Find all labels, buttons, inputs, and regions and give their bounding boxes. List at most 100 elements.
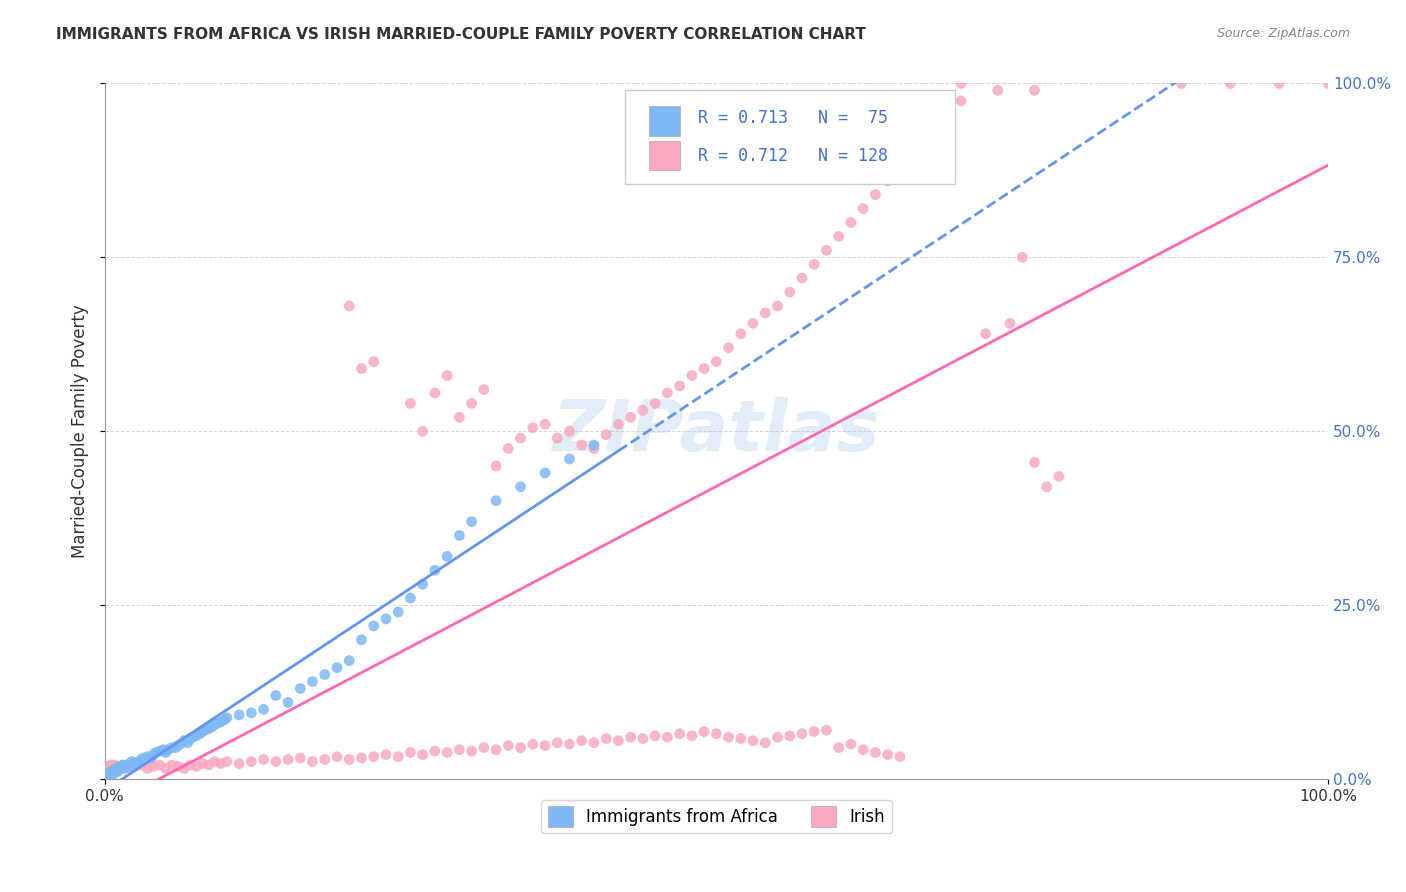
Point (173, 733, 195, 747)
Point (252, 752, 274, 766)
Point (865, 746, 887, 760)
Point (108, 762, 131, 776)
Point (103, 764, 125, 778)
Point (485, 742, 508, 756)
Legend: Immigrants from Africa, Irish: Immigrants from Africa, Irish (541, 799, 891, 833)
Point (1011, 250, 1033, 264)
Point (186, 759, 208, 773)
Point (681, 368, 703, 383)
Point (136, 749, 159, 764)
Point (779, 729, 801, 743)
Point (191, 756, 214, 771)
Point (326, 660, 349, 674)
Point (449, 742, 471, 756)
Point (142, 747, 165, 762)
Text: R = 0.713   N =  75: R = 0.713 N = 75 (697, 109, 889, 128)
Point (107, 764, 129, 778)
Point (387, 605, 409, 619)
Point (423, 744, 446, 758)
Point (179, 758, 201, 772)
Point (155, 746, 177, 760)
Point (277, 752, 299, 766)
Point (111, 758, 134, 772)
Point (534, 739, 557, 753)
Point (644, 396, 666, 410)
Point (110, 762, 132, 776)
Point (607, 417, 630, 432)
Point (460, 744, 482, 758)
Point (350, 632, 373, 647)
Point (925, 118, 948, 132)
Point (97, 766, 120, 780)
Point (188, 727, 211, 741)
Point (177, 736, 200, 750)
Text: ZIPatlas: ZIPatlas (553, 397, 880, 466)
Point (314, 752, 336, 766)
Point (839, 737, 862, 751)
Point (375, 747, 398, 762)
Point (852, 202, 875, 216)
Point (974, 326, 997, 341)
Point (546, 431, 568, 445)
Point (815, 244, 838, 258)
Point (169, 737, 191, 751)
Point (179, 731, 201, 746)
Point (717, 730, 740, 744)
Point (337, 299, 360, 313)
Point (201, 720, 224, 734)
Point (186, 729, 208, 743)
Point (124, 759, 146, 773)
Point (197, 758, 219, 772)
Point (803, 724, 825, 739)
Point (852, 742, 875, 756)
Point (350, 361, 373, 376)
Point (730, 731, 752, 746)
Point (129, 752, 152, 766)
Point (1024, 455, 1046, 469)
Point (136, 762, 159, 776)
Point (105, 759, 128, 773)
Point (194, 723, 217, 738)
Point (889, 160, 911, 174)
Point (290, 681, 312, 696)
Point (160, 740, 183, 755)
Point (412, 577, 434, 591)
Point (938, 104, 960, 119)
Point (865, 187, 887, 202)
Point (145, 746, 167, 760)
Point (115, 758, 138, 772)
Point (155, 762, 177, 776)
Point (197, 722, 219, 736)
Point (766, 299, 789, 313)
Point (681, 729, 703, 743)
Point (950, 94, 973, 108)
Point (657, 730, 679, 744)
Point (314, 667, 336, 681)
Point (205, 716, 228, 731)
Point (165, 740, 187, 755)
Point (620, 410, 643, 425)
Point (277, 695, 299, 709)
Point (264, 755, 287, 769)
Point (173, 762, 195, 776)
Point (1024, 83, 1046, 97)
Point (100, 764, 122, 779)
Point (668, 379, 690, 393)
Point (108, 759, 131, 773)
Point (582, 438, 605, 452)
Point (228, 707, 250, 722)
Point (693, 724, 716, 739)
Point (498, 739, 520, 753)
Point (1268, 77, 1291, 91)
Text: R = 0.712   N = 128: R = 0.712 N = 128 (697, 147, 889, 165)
Point (839, 215, 862, 229)
Point (582, 442, 605, 456)
Point (240, 706, 263, 720)
Point (104, 762, 127, 776)
Point (363, 619, 385, 633)
Point (509, 431, 531, 445)
Point (558, 737, 581, 751)
Point (101, 762, 124, 776)
Point (790, 271, 813, 285)
Point (644, 729, 666, 743)
